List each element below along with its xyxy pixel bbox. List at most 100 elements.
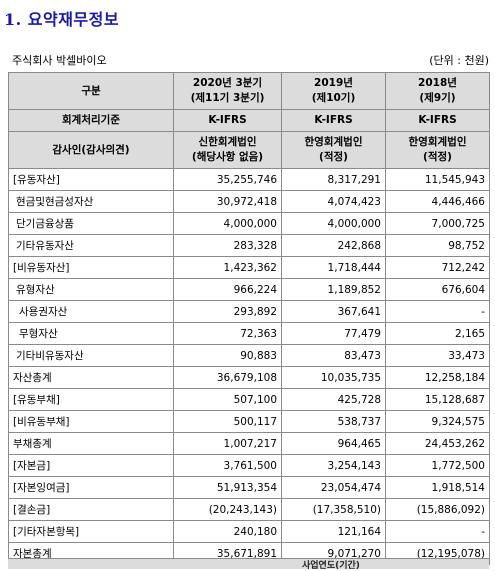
- row-label: [결손금]: [8, 498, 174, 521]
- row-value: -: [385, 520, 490, 543]
- row-value: 90,883: [173, 344, 282, 367]
- row-value: 10,035,735: [281, 366, 386, 389]
- row-label: [유동부채]: [8, 388, 174, 411]
- row-value: 83,473: [281, 344, 386, 367]
- row-value: 23,054,474: [281, 476, 386, 499]
- header-auditor: 한영회계법인 (적정): [385, 131, 490, 169]
- row-value: 1,718,444: [281, 256, 386, 279]
- header-category: 구분: [8, 72, 174, 110]
- row-label: 기타유동자산: [8, 234, 174, 257]
- table-row: 무형자산 72,363 77,479 2,165: [8, 322, 490, 345]
- header-standard: K-IFRS: [385, 109, 490, 132]
- row-value: 538,737: [281, 410, 386, 433]
- header-standard-label: 회계처리기준: [8, 109, 174, 132]
- table-row: 사용권자산 293,892 367,641-: [8, 300, 490, 323]
- table-row: 유형자산 966,224 1,189,852 676,604: [8, 278, 490, 301]
- row-value: 36,679,108: [173, 366, 282, 389]
- row-value: 4,000,000: [173, 212, 282, 235]
- table-row: 기타비유동자산 90,883 83,473 33,473: [8, 344, 490, 367]
- table-row: [유동자산] 35,255,746 8,317,291 11,545,943: [8, 168, 490, 191]
- header-row-auditor: 감사인(감사의견) 신한회계법인 (해당사항 없음) 한영회계법인 (적정) 한영회…: [8, 131, 490, 169]
- row-value: 30,972,418: [173, 190, 282, 213]
- row-label: [유동자산]: [8, 168, 174, 191]
- row-label: 무형자산: [8, 322, 174, 345]
- row-value: 72,363: [173, 322, 282, 345]
- table-row: 현금및현금성자산 30,972,418 4,074,423 4,446,466: [8, 190, 490, 213]
- row-value: 964,465: [281, 432, 386, 455]
- row-label: [자본금]: [8, 454, 174, 477]
- row-value: 1,423,362: [173, 256, 282, 279]
- row-label: 사용권자산: [8, 300, 174, 323]
- table-row: [비유동자산] 1,423,362 1,718,444 712,242: [8, 256, 490, 279]
- row-value: 24,453,262: [385, 432, 490, 455]
- row-label: 단기금융상품: [8, 212, 174, 235]
- row-value: 1,918,514: [385, 476, 490, 499]
- row-value: 500,117: [173, 410, 282, 433]
- row-value: 712,242: [385, 256, 490, 279]
- row-value: 4,074,423: [281, 190, 386, 213]
- row-value: 367,641: [281, 300, 386, 323]
- row-value: 966,224: [173, 278, 282, 301]
- row-value: 2,165: [385, 322, 490, 345]
- next-table-header-label: 사업연도(기간): [302, 561, 360, 571]
- row-value: 15,128,687: [385, 388, 490, 411]
- row-value: 507,100: [173, 388, 282, 411]
- row-value: 7,000,725: [385, 212, 490, 235]
- row-value: 11,545,943: [385, 168, 490, 191]
- row-value: 8,317,291: [281, 168, 386, 191]
- table-row: 기타유동자산 283,328 242,868 98,752: [8, 234, 490, 257]
- row-value: 51,913,354: [173, 476, 282, 499]
- row-value: 293,892: [173, 300, 282, 323]
- row-label: 기타비유동자산: [8, 344, 174, 367]
- row-value: 1,189,852: [281, 278, 386, 301]
- row-value: 12,258,184: [385, 366, 490, 389]
- row-value: (15,886,092): [385, 498, 490, 521]
- header-row-standard: 회계처리기준 K-IFRS K-IFRS K-IFRS: [8, 109, 490, 132]
- row-value: 33,473: [385, 344, 490, 367]
- row-label: 현금및현금성자산: [8, 190, 174, 213]
- row-value: 1,007,217: [173, 432, 282, 455]
- row-value: 35,255,746: [173, 168, 282, 191]
- row-value: 4,446,466: [385, 190, 490, 213]
- row-label: [기타자본항목]: [8, 520, 174, 543]
- header-auditor: 한영회계법인 (적정): [281, 131, 386, 169]
- row-value: 242,868: [281, 234, 386, 257]
- row-label: [비유동자산]: [8, 256, 174, 279]
- table-row: 단기금융상품 4,000,000 4,000,000 7,000,725: [8, 212, 490, 235]
- row-value: 9,324,575: [385, 410, 490, 433]
- section-title: 1. 요약재무정보: [4, 10, 120, 29]
- header-auditor: 신한회계법인 (해당사항 없음): [173, 131, 282, 169]
- header-period-col: 2019년 (제10기): [281, 72, 386, 110]
- row-label: 부채총계: [8, 432, 174, 455]
- row-value: 283,328: [173, 234, 282, 257]
- company-name: 주식회사 박셀바이오: [12, 54, 107, 67]
- table-row: [결손금] (20,243,143) (17,358,510) (15,886,092…: [8, 498, 490, 521]
- row-value: 676,604: [385, 278, 490, 301]
- header-standard: K-IFRS: [281, 109, 386, 132]
- row-value: 240,180: [173, 520, 282, 543]
- financial-summary-table: 구분 2020년 3분기 (제11기 3분기) 2019년 (제10기) 2018년…: [8, 72, 490, 565]
- header-auditor-label: 감사인(감사의견): [8, 131, 174, 169]
- unit-label: (단위 : 천원): [429, 54, 489, 67]
- row-value: (20,243,143): [173, 498, 282, 521]
- header-standard: K-IFRS: [173, 109, 282, 132]
- table-row: [유동부채] 507,100 425,728 15,128,687: [8, 388, 490, 411]
- row-value: 4,000,000: [281, 212, 386, 235]
- row-label: 자산총계: [8, 366, 174, 389]
- row-value: 77,479: [281, 322, 386, 345]
- row-value: 1,772,500: [385, 454, 490, 477]
- row-value: (17,358,510): [281, 498, 386, 521]
- row-label: 유형자산: [8, 278, 174, 301]
- header-period-col: 2020년 3분기 (제11기 3분기): [173, 72, 282, 110]
- row-value: 121,164: [281, 520, 386, 543]
- next-table-header: 사업연도(기간): [8, 558, 489, 571]
- header-period-col: 2018년 (제9기): [385, 72, 490, 110]
- row-value: 98,752: [385, 234, 490, 257]
- row-value: -: [385, 300, 490, 323]
- table-row: 부채총계 1,007,217 964,465 24,453,262: [8, 432, 490, 455]
- table-row: [기타자본항목] 240,180 121,164-: [8, 520, 490, 543]
- row-label: [자본잉여금]: [8, 476, 174, 499]
- table-row: 자산총계 36,679,108 10,035,735 12,258,184: [8, 366, 490, 389]
- row-value: 3,254,143: [281, 454, 386, 477]
- table-row: [비유동부채] 500,117 538,737 9,324,575: [8, 410, 490, 433]
